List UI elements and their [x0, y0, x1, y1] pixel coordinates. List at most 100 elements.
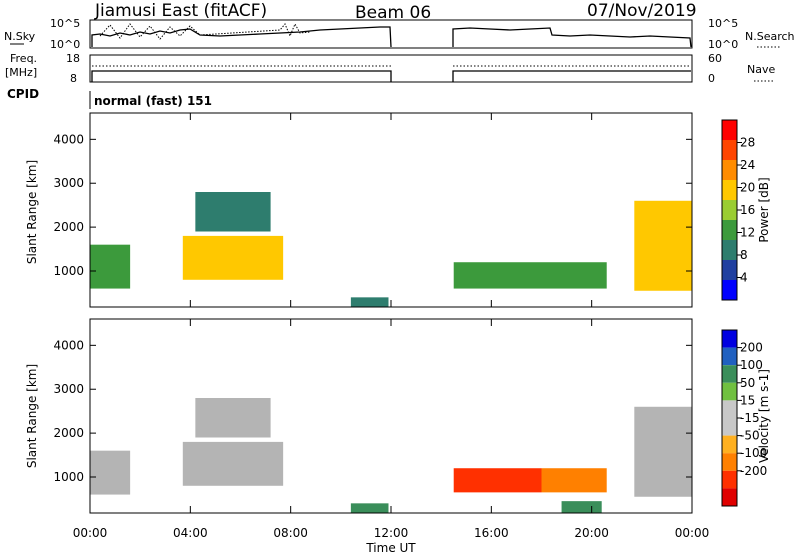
velocity-colorbar-swatch — [722, 470, 737, 489]
velocity-panel: 1000 2000 3000 4000 00:00 04:00 08:00 12:00 16:… — [25, 113, 709, 554]
nsky-trace-2 — [452, 27, 692, 48]
velocity-colorbar-swatch — [722, 435, 737, 454]
xtick-label: 08:00 — [273, 526, 308, 540]
power-colorbar-swatch — [722, 280, 737, 300]
velocity-block-5 — [541, 468, 607, 493]
power-block-3 — [350, 297, 389, 307]
power-colorbar-ticks: 4 8 12 16 20 24 28 — [737, 136, 755, 285]
power-block-2 — [195, 192, 271, 232]
velocity-colorbar-swatch — [722, 382, 737, 401]
date-title: 07/Nov/2019 — [587, 1, 697, 21]
power-yaxis: 1000 2000 3000 4000 — [53, 132, 692, 278]
time-axis-label: Time UT — [365, 541, 416, 554]
power-panel: 1000 2000 3000 4000 Slant Range [km] — [25, 112, 693, 308]
power-colorbar-swatch — [722, 220, 737, 240]
nsky-panel: N.Sky 10^5 10^0 10^5 10^0 N.Search — [4, 17, 795, 51]
velocity-colorbar-swatch — [722, 488, 737, 506]
ytick-label: 2000 — [53, 426, 84, 440]
velocity-colorbar-tick-label: 100 — [740, 358, 763, 372]
power-colorbar-tick-label: 16 — [740, 203, 755, 217]
power-colorbar: 4 8 12 16 20 24 28 Power [dB] — [721, 119, 771, 301]
ytick-label: 2000 — [53, 220, 84, 234]
power-colorbar-swatches — [722, 120, 737, 300]
station-title: Jiamusi East (fitACF) — [94, 1, 267, 21]
power-colorbar-tick-label: 8 — [740, 248, 748, 262]
freq-tick-top: 18 — [66, 52, 80, 65]
cpid-label: CPID — [7, 87, 39, 101]
nave-label: Nave — [747, 63, 775, 76]
freq-label-2: [MHz] — [5, 66, 37, 79]
nsky-tick-top: 10^5 — [50, 17, 80, 30]
ytick-label: 3000 — [53, 382, 84, 396]
velocity-block-3 — [350, 503, 389, 513]
velocity-xaxis: 00:00 04:00 08:00 12:00 16:00 20:00 00:00 — [73, 113, 710, 540]
power-colorbar-swatch — [722, 120, 737, 140]
nsearch-tick-top: 10^5 — [708, 17, 738, 30]
ytick-label: 1000 — [53, 470, 84, 484]
freq-tick-bottom: 8 — [70, 72, 77, 85]
ytick-label: 1000 — [53, 264, 84, 278]
power-colorbar-swatch — [722, 260, 737, 280]
nave-tick-bottom: 0 — [708, 72, 715, 85]
nsearch-label: N.Search — [745, 30, 795, 43]
velocity-colorbar-swatch — [722, 330, 737, 348]
power-block-4 — [453, 262, 607, 289]
velocity-block-1 — [182, 441, 284, 486]
velocity-data — [90, 398, 692, 513]
velocity-colorbar-tick-label: -200 — [740, 464, 767, 478]
power-colorbar-tick-label: 4 — [740, 271, 748, 285]
ytick-label: 4000 — [53, 132, 84, 146]
velocity-block-7 — [634, 406, 692, 497]
velocity-colorbar-tick-label: 50 — [740, 376, 755, 390]
velocity-colorbar-tick-label: 200 — [740, 341, 763, 355]
velocity-colorbar-tick-label: 15 — [740, 393, 755, 407]
power-colorbar-tick-label: 28 — [740, 136, 755, 150]
nsky-tick-bottom: 10^0 — [50, 38, 80, 51]
ytick-label: 4000 — [53, 338, 84, 352]
velocity-ylabel: Slant Range [km] — [25, 364, 39, 468]
power-block-1 — [182, 235, 284, 280]
xtick-label: 00:00 — [73, 526, 108, 540]
power-block-0 — [90, 244, 131, 289]
velocity-colorbar-swatch — [722, 453, 737, 471]
xtick-label: 20:00 — [574, 526, 609, 540]
power-colorbar-tick-label: 24 — [740, 158, 755, 172]
nsky-label: N.Sky — [4, 30, 36, 43]
xtick-label: 12:00 — [374, 526, 409, 540]
nsearch-tick-bottom: 10^0 — [708, 38, 738, 51]
velocity-colorbar-tick-label: -100 — [740, 446, 767, 460]
velocity-yaxis: 1000 2000 3000 4000 — [53, 338, 692, 484]
freq-trace-2 — [452, 70, 691, 82]
nsky-frame — [89, 19, 693, 49]
ytick-label: 3000 — [53, 176, 84, 190]
power-colorbar-swatch — [722, 160, 737, 180]
xtick-label: 00:00 — [675, 526, 710, 540]
velocity-block-0 — [90, 450, 131, 495]
velocity-colorbar-swatches — [722, 330, 737, 506]
xtick-label: 04:00 — [173, 526, 208, 540]
power-colorbar-tick-label: 20 — [740, 181, 755, 195]
power-colorbar-swatch — [722, 200, 737, 220]
nsearch-trace — [99, 22, 311, 40]
velocity-colorbar-label: Velocity [m s-1] — [757, 369, 771, 463]
xtick-label: 16:00 — [474, 526, 509, 540]
freq-trace — [91, 70, 392, 82]
beam-title: Beam 06 — [355, 3, 431, 23]
power-colorbar-swatch — [722, 140, 737, 160]
velocity-block-2 — [195, 398, 271, 438]
freq-label-1: Freq. — [10, 52, 37, 65]
velocity-colorbar-tick-label: -50 — [740, 429, 760, 443]
nave-tick-top: 60 — [708, 52, 722, 65]
velocity-colorbar-tick-label: -15 — [740, 411, 760, 425]
freq-panel: Freq. [MHz] 18 8 60 0 Nave — [5, 52, 775, 85]
power-ylabel: Slant Range [km] — [25, 160, 39, 264]
power-colorbar-label: Power [dB] — [757, 177, 771, 242]
velocity-colorbar-swatch — [722, 365, 737, 383]
power-data — [90, 192, 692, 307]
power-colorbar-swatch — [722, 180, 737, 200]
power-block-5 — [634, 200, 692, 291]
velocity-colorbar-swatch — [722, 347, 737, 366]
power-colorbar-swatch — [722, 240, 737, 260]
nsky-trace — [91, 26, 392, 48]
